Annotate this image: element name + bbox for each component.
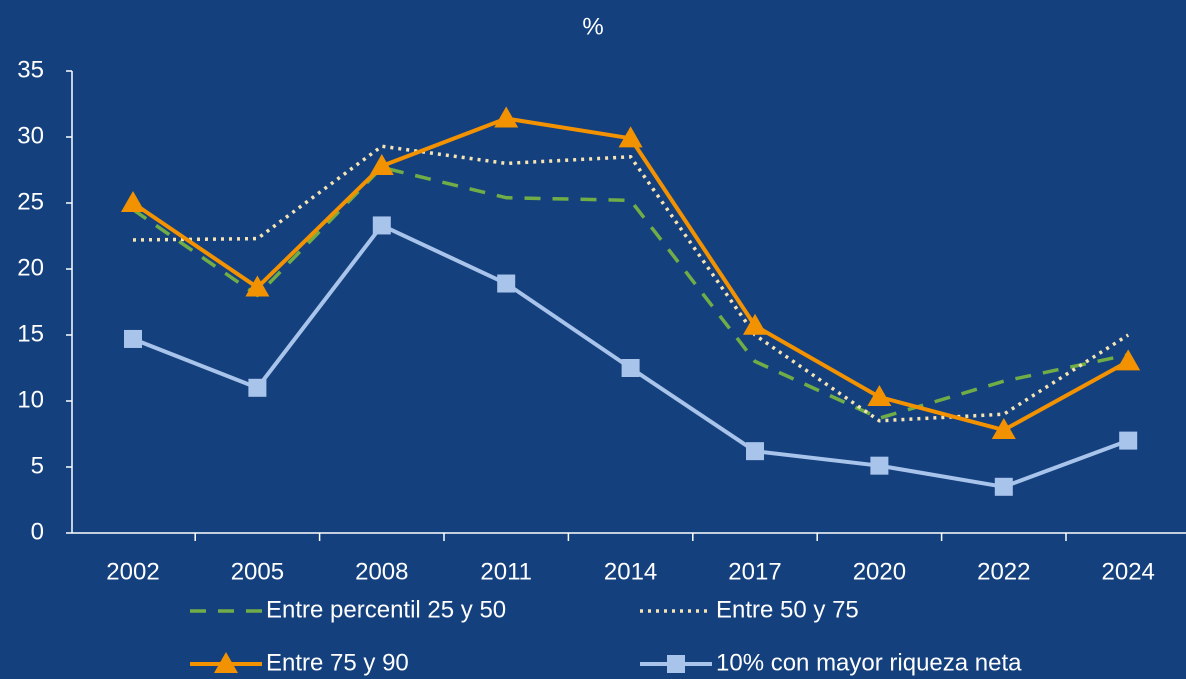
marker <box>867 385 892 407</box>
marker <box>667 655 685 673</box>
marker <box>618 126 643 148</box>
x-tick-label: 2002 <box>106 558 159 585</box>
y-tick-label: 25 <box>17 188 44 215</box>
series-line <box>132 144 1130 423</box>
marker <box>372 216 391 235</box>
legend-label: Entre percentil 25 y 50 <box>266 596 506 623</box>
x-tick-label: 2005 <box>231 558 284 585</box>
marker <box>124 329 142 348</box>
y-tick-label: 10 <box>17 386 44 413</box>
marker <box>121 191 145 212</box>
x-tick-label: 2017 <box>728 558 781 585</box>
marker <box>870 456 889 475</box>
marker <box>743 313 767 335</box>
marker <box>621 359 640 377</box>
marker <box>248 378 267 397</box>
x-tick-label: 2014 <box>604 558 657 585</box>
marker <box>369 154 394 176</box>
y-tick-label: 5 <box>31 452 44 479</box>
marker <box>1119 431 1138 450</box>
marker <box>497 274 516 293</box>
legend-label: Entre 50 y 75 <box>716 596 859 623</box>
marker <box>746 442 764 461</box>
y-tick-label: 35 <box>17 56 44 83</box>
x-tick-label: 2022 <box>977 558 1030 585</box>
series-line <box>132 165 1129 420</box>
chart-title: % <box>582 13 603 40</box>
y-tick-label: 30 <box>17 122 44 149</box>
marker <box>994 477 1013 496</box>
marker <box>245 275 270 297</box>
marker <box>991 418 1016 440</box>
x-tick-label: 2020 <box>853 558 906 585</box>
x-tick-label: 2008 <box>355 558 408 585</box>
y-tick-label: 15 <box>17 320 44 347</box>
legend-label: Entre 75 y 90 <box>266 649 409 676</box>
marker <box>494 106 519 128</box>
y-tick-label: 20 <box>17 254 44 281</box>
y-tick-label: 0 <box>31 518 44 545</box>
legend-label: 10% con mayor riqueza neta <box>716 649 1022 676</box>
marker <box>214 652 238 673</box>
x-tick-label: 2024 <box>1102 558 1155 585</box>
marker <box>1116 349 1141 371</box>
x-tick-label: 2011 <box>480 558 532 585</box>
